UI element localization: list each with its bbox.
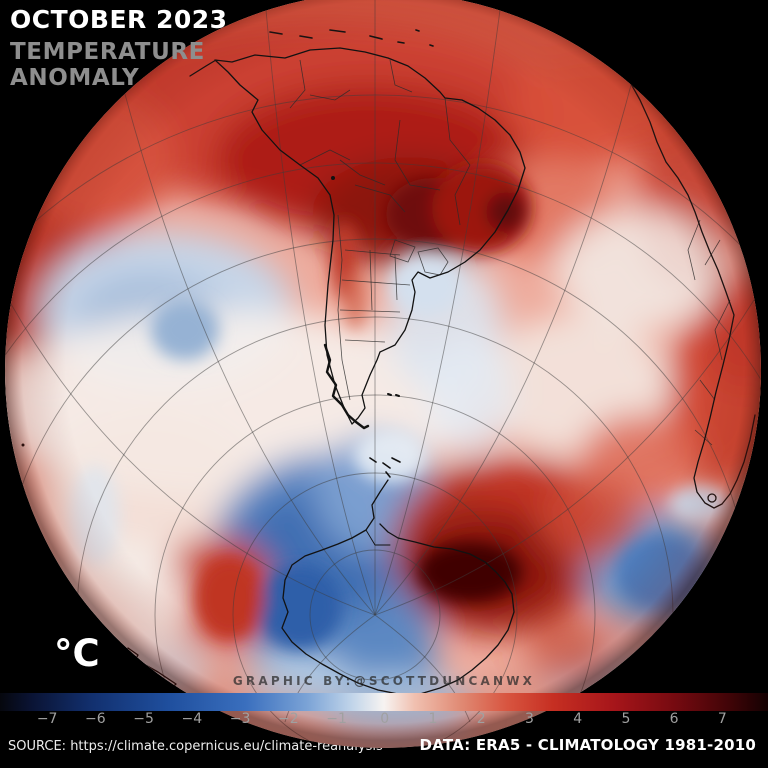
colorbar-tick: 2	[476, 711, 486, 727]
colorbar-tick: 5	[621, 711, 631, 727]
colorbar-tick: 6	[669, 711, 679, 727]
colorbar-tick: −7	[36, 711, 58, 727]
colorbar-tick: −1	[326, 711, 347, 727]
colorbar-tick-labels: −7 −6 −5 −4 −3 −2 −1 0 1 2 3 4 5 6 7	[0, 711, 768, 729]
colorbar-tick: −6	[85, 711, 106, 727]
colorbar-tick: −4	[181, 711, 203, 727]
unit-label: °C	[54, 632, 100, 675]
colorbar-tick: 7	[717, 711, 727, 727]
header: OCTOBER 2023 TEMPERATURE ANOMALY	[10, 5, 228, 91]
source-credit: SOURCE: https://climate.copernicus.eu/cl…	[8, 739, 383, 754]
colorbar-tick: 1	[428, 711, 438, 727]
colorbar-tick: 0	[380, 711, 390, 727]
colorbar-tick: −2	[277, 711, 299, 727]
page-subtitle: TEMPERATURE ANOMALY	[10, 39, 228, 91]
watermark: GRAPHIC BY:@SCOTTDUNCANWX	[232, 674, 536, 688]
colorbar-tick: −5	[133, 711, 154, 727]
colorbar-tick: 4	[573, 711, 583, 727]
page-title: OCTOBER 2023	[10, 5, 228, 34]
data-credit: DATA: ERA5 - CLIMATOLOGY 1981-2010	[419, 736, 756, 754]
globe-limb-shading	[5, 0, 761, 748]
colorbar	[0, 693, 768, 711]
subtitle-line-2: ANOMALY	[10, 65, 140, 91]
subtitle-line-1: TEMPERATURE	[10, 39, 205, 65]
colorbar-tick: 3	[524, 711, 534, 727]
colorbar-tick: −3	[229, 711, 251, 727]
